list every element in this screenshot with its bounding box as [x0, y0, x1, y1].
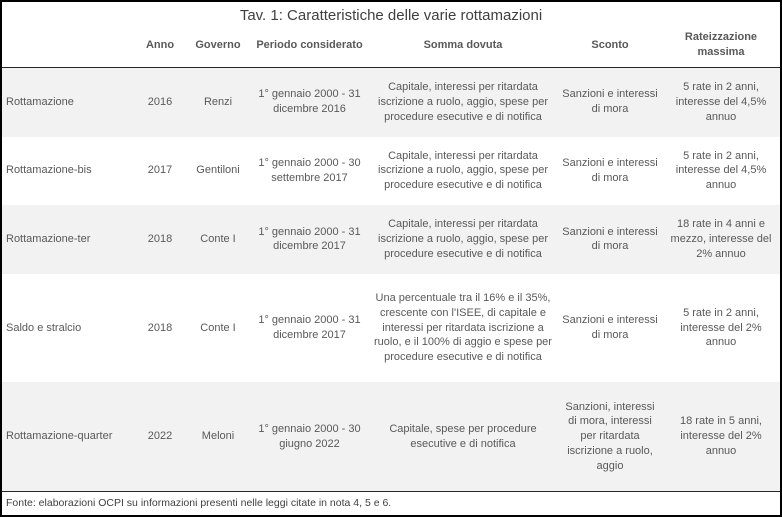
header-name [2, 25, 135, 68]
periodo-cell: 1° gennaio 2000 - 30 giugno 2022 [258, 422, 361, 450]
table-row: Rottamazione-bis 2017 Gentiloni 1° genna… [2, 137, 780, 205]
rate-cell: 18 rate in 5 anni, interesse del 2% annu… [680, 415, 762, 458]
somma-cell: Capitale, spese per procedure esecutive … [389, 422, 537, 450]
governo-cell: Meloni [201, 430, 235, 443]
rate-cell: 5 rate in 2 anni, interesse del 2% annuo [680, 306, 762, 349]
anno-cell: 2018 [147, 321, 173, 334]
row-label: Rottamazione-ter [6, 232, 91, 245]
governo-cell: Renzi [203, 95, 233, 108]
table-row: Rottamazione-quarter 2022 Meloni 1° genn… [2, 382, 780, 491]
source-note: Fonte: elaborazioni OCPI su informazioni… [2, 491, 780, 515]
rate-cell: 18 rate in 4 anni e mezzo, interesse del… [670, 218, 772, 260]
sconto-cell: Sanzioni e interessi di mora [562, 157, 658, 184]
rate-cell: 5 rate in 2 anni, interesse del 4,5% ann… [675, 81, 767, 123]
rate-cell: 5 rate in 2 anni, interesse del 4,5% ann… [675, 149, 767, 192]
table-row: Rottamazione-ter 2018 Conte I 1° gennaio… [2, 205, 780, 274]
governo-cell: Gentiloni [196, 164, 240, 177]
header-row: Anno Governo Periodo considerato Somma d… [2, 25, 780, 68]
anno-cell: 2016 [147, 95, 173, 108]
sconto-cell: Sanzioni, interessi di mora, interessi p… [565, 400, 655, 472]
row-label: Rottamazione-bis [6, 164, 92, 177]
periodo-cell: 1° gennaio 2000 - 30 settembre 2017 [258, 157, 361, 184]
governo-cell: Conte I [200, 321, 236, 334]
somma-cell: Una percentuale tra il 16% e il 35%, cre… [374, 291, 552, 364]
sconto-cell: Sanzioni e interessi di mora [562, 225, 658, 253]
row-label: Saldo e stralcio [6, 321, 82, 334]
governo-cell: Conte I [200, 232, 236, 245]
periodo-cell: 1° gennaio 2000 - 31 dicembre 2017 [258, 314, 361, 341]
header-periodo: Periodo considerato [251, 25, 368, 68]
table-row: Rottamazione 2016 Renzi 1° gennaio 2000 … [2, 67, 780, 137]
sconto-cell: Sanzioni e interessi di mora [562, 88, 658, 116]
table-title: Tav. 1: Caratteristiche delle varie rott… [239, 7, 543, 24]
anno-cell: 2017 [147, 164, 173, 177]
header-rate: Rateizzazione massima [662, 25, 780, 68]
header-governo: Governo [185, 25, 251, 68]
header-anno: Anno [135, 25, 185, 68]
table-body-wrap: Anno Governo Periodo considerato Somma d… [2, 25, 780, 491]
sconto-cell: Sanzioni e interessi di mora [562, 314, 658, 341]
anno-cell: 2022 [147, 430, 173, 443]
somma-cell: Capitale, interessi per ritardata iscriz… [378, 81, 548, 123]
header-sconto: Sconto [558, 25, 662, 68]
somma-cell: Capitale, interessi per ritardata iscriz… [378, 218, 548, 260]
rottamazioni-table: Anno Governo Periodo considerato Somma d… [2, 25, 780, 491]
anno-cell: 2018 [147, 232, 173, 245]
periodo-cell: 1° gennaio 2000 - 31 dicembre 2017 [258, 225, 361, 253]
table-row: Saldo e stralcio 2018 Conte I 1° gennaio… [2, 274, 780, 383]
row-label: Rottamazione-quarter [6, 430, 113, 443]
row-label: Rottamazione [6, 95, 74, 108]
somma-cell: Capitale, interessi per ritardata iscriz… [378, 149, 548, 192]
periodo-cell: 1° gennaio 2000 - 31 dicembre 2016 [258, 88, 361, 116]
header-somma: Somma dovuta [368, 25, 558, 68]
